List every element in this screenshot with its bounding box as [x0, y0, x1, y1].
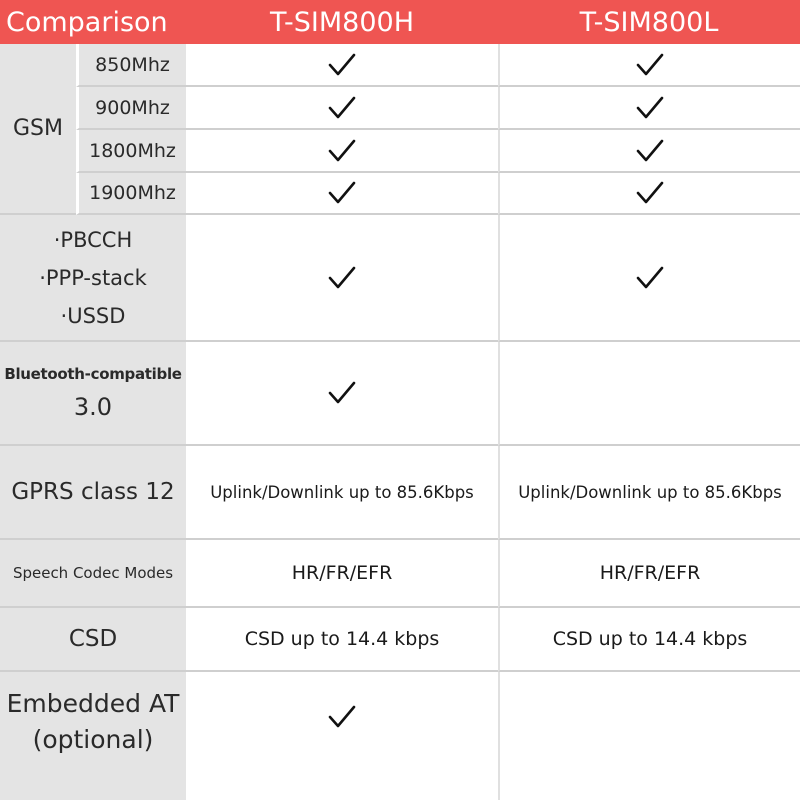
protocols-label: ·PBCCH ·PPP-stack ·USSD	[0, 215, 186, 342]
band-1900-l-check	[498, 173, 800, 215]
bluetooth-label: Bluetooth-compatible 3.0	[0, 342, 186, 446]
gprs-l-value: Uplink/Downlink up to 85.6Kbps	[498, 446, 800, 540]
embedded-at-line2: (optional)	[32, 725, 154, 754]
band-1800: 1800Mhz	[76, 130, 186, 173]
csd-label: CSD	[0, 608, 186, 672]
check-icon	[328, 96, 356, 118]
band-1800-l-check	[498, 130, 800, 173]
band-900: 900Mhz	[76, 87, 186, 130]
check-icon	[328, 381, 356, 404]
protocols-l-check	[498, 215, 800, 342]
embedded-at-l-empty	[498, 672, 800, 800]
check-icon	[636, 96, 664, 118]
gsm-label: GSM	[0, 44, 76, 215]
check-icon	[328, 705, 356, 728]
codec-h-value: HR/FR/EFR	[186, 540, 498, 608]
header-t-sim800h: T-SIM800H	[186, 0, 498, 44]
check-icon	[328, 53, 356, 75]
check-icon	[328, 181, 356, 204]
check-icon	[636, 53, 664, 75]
protocol-ppp-stack: ·PPP-stack	[39, 265, 147, 290]
check-icon	[636, 139, 664, 161]
header-t-sim800l: T-SIM800L	[498, 0, 800, 44]
band-1800-h-check	[186, 130, 498, 173]
check-icon	[636, 266, 664, 288]
bluetooth-label-version: 3.0	[73, 393, 113, 421]
csd-h-value: CSD up to 14.4 kbps	[186, 608, 498, 672]
bluetooth-l-empty	[498, 342, 800, 446]
band-850: 850Mhz	[76, 44, 186, 87]
gprs-h-value: Uplink/Downlink up to 85.6Kbps	[186, 446, 498, 540]
band-850-l-check	[498, 44, 800, 87]
gprs-label: GPRS class 12	[0, 446, 186, 540]
check-icon	[328, 139, 356, 161]
band-1900: 1900Mhz	[76, 173, 186, 215]
embedded-at-label: Embedded AT (optional)	[0, 672, 186, 800]
band-900-l-check	[498, 87, 800, 130]
codec-l-value: HR/FR/EFR	[498, 540, 800, 608]
check-icon	[636, 181, 664, 204]
protocol-pbcch: ·PBCCH	[53, 227, 133, 252]
check-icon	[328, 266, 356, 288]
protocols-h-check	[186, 215, 498, 342]
codec-label: Speech Codec Modes	[0, 540, 186, 608]
embedded-at-line1: Embedded AT	[6, 689, 180, 718]
bluetooth-label-small: Bluetooth-compatible	[4, 365, 182, 383]
band-900-h-check	[186, 87, 498, 130]
csd-l-value: CSD up to 14.4 kbps	[498, 608, 800, 672]
header-comparison: Comparison	[0, 0, 186, 44]
bluetooth-h-check	[186, 342, 498, 446]
band-850-h-check	[186, 44, 498, 87]
protocol-ussd: ·USSD	[60, 303, 126, 328]
embedded-at-h-check	[186, 672, 498, 800]
band-1900-h-check	[186, 173, 498, 215]
